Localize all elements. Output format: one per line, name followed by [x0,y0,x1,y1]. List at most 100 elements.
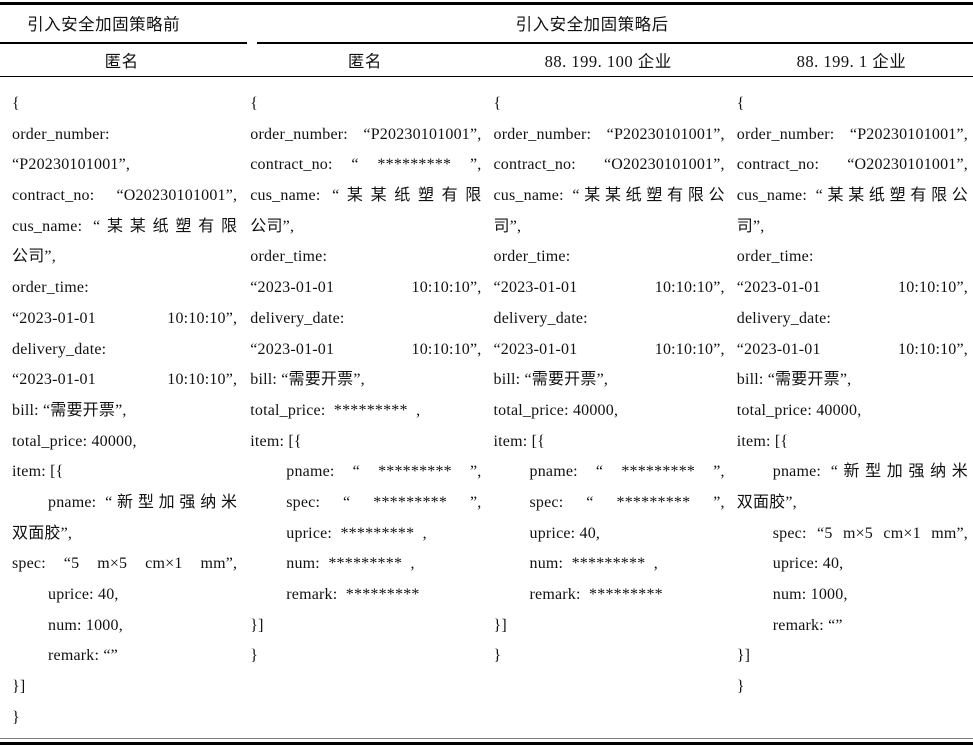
code-line: spec: “5 m×5 cm×1 mm”, [12,555,238,573]
header-subrow: 匿名 匿名 88. 199. 100 企业 88. 199. 1 企业 [0,44,973,75]
subheader-after-enterprise-88-199-1: 88. 199. 1 企业 [796,51,907,71]
code-line: bill: “需要开票”, [250,371,365,389]
code-line: }] [736,647,751,665]
code-line: 公司”, [250,217,295,235]
code-line: total_price: 40000, [493,401,619,419]
code-line: item: [{ [736,432,789,450]
header-group-before: 引入安全加固策略前 [27,15,181,34]
code-line: remark: “” [772,616,843,634]
code-column-after-enterprise-88-199-100: { order_number: “P20230101001”, contract_n… [487,89,730,672]
underline-after-segment [257,42,973,44]
code-line: “2023-01-01 10:10:10”, [736,279,968,297]
code-line: total_price: 40000, [736,401,862,419]
code-line: 公司”, [12,248,56,266]
code-line: order_number: [12,125,110,143]
code-column-after-enterprise-88-199-1: { order_number: “P20230101001”, contract_n… [730,89,973,703]
code-line: delivery_date: [250,309,345,327]
code-line: 双面胶”, [12,524,73,542]
code-line: order_number: “P20230101001”, [493,125,725,143]
code-line: cus_name: “某某纸塑有限 [12,217,238,235]
code-line: cus_name: “某某纸塑有限公 [493,187,725,205]
code-line: order_number: “P20230101001”, [736,125,968,143]
subheader-after-anonymous: 匿名 [347,51,382,71]
code-line: contract_no: “ ********* ”, [250,156,482,174]
code-line: { [12,95,20,112]
code-line: order_time: [493,248,571,266]
code-line: spec: “5 m×5 cm×1 mm”, [772,524,968,542]
code-line: “2023-01-01 10:10:10”, [250,279,482,297]
code-line: bill: “需要开票”, [493,371,609,389]
code-line: total_price: 40000, [12,432,137,450]
code-line: { [493,95,502,112]
code-line: spec: “ ********* ”, [286,493,482,511]
subheader-after-enterprise-88-199-100: 88. 199. 100 企业 [544,51,672,71]
code-line: num: 1000, [48,616,123,634]
code-column-before-anonymous: { order_number: “P20230101001”, contract_no… [0,89,243,733]
table-top-rule [0,2,973,5]
code-line: contract_no: “O20230101001”, [12,187,238,205]
code-line: pname: “新型加强纳米 [772,463,968,481]
code-line: { [736,95,745,112]
table-body: { order_number: “P20230101001”, contract_no… [0,77,973,738]
code-line: contract_no: “O20230101001”, [493,156,725,174]
code-line: remark: ********* [529,586,663,603]
subheader-before-anonymous: 匿名 [104,51,139,71]
code-line: pname: “ ********* ”, [286,463,482,481]
underline-before-segment [0,42,247,44]
code-line: item: [{ [493,432,545,450]
code-line: uprice: ********* , [286,524,427,542]
code-line: uprice: 40, [529,524,601,542]
header-group-underline [0,42,973,44]
code-line: } [736,678,745,696]
code-line: item: [{ [12,463,64,481]
code-line: spec: “ ********* ”, [529,493,725,511]
code-line: “2023-01-01 10:10:10”, [12,371,238,389]
code-line: delivery_date: [736,309,832,327]
header-group-row: 引入安全加固策略前 引入安全加固策略后 [0,6,973,40]
code-line: “2023-01-01 10:10:10”, [493,340,725,358]
code-line: }] [250,616,264,634]
code-line: item: [{ [250,432,302,450]
code-line: order_time: [250,248,328,266]
code-line: “2023-01-01 10:10:10”, [12,309,238,327]
code-line: }] [493,616,507,634]
code-line: remark: “” [48,647,118,665]
code-line: 司”, [736,217,765,235]
code-line: “2023-01-01 10:10:10”, [493,279,725,297]
code-line: order_time: [12,279,89,297]
code-line: } [493,647,502,665]
code-line: cus_name: “某某纸塑有限 [250,187,482,205]
code-line: “2023-01-01 10:10:10”, [736,340,968,358]
code-line: num: 1000, [772,586,848,603]
code-line: } [12,708,20,726]
code-line: cus_name: “某某纸塑有限公 [736,187,968,205]
code-line: uprice: 40, [48,586,119,603]
code-line: “2023-01-01 10:10:10”, [250,340,482,358]
code-line: order_time: [736,248,814,266]
code-line: delivery_date: [493,309,588,327]
header-bottom-rule [0,76,973,78]
code-line: 双面胶”, [736,493,797,511]
header-group-after: 引入安全加固策略后 [515,15,669,34]
code-line: num: ********* , [529,555,658,573]
code-line: delivery_date: [12,340,107,358]
code-line: }] [12,678,26,696]
code-line: num: ********* , [286,555,415,573]
table-bottom-thick-rule [0,741,973,745]
code-line: “P20230101001”, [12,156,131,174]
code-line: bill: “需要开票”, [12,401,127,419]
code-line: uprice: 40, [772,555,844,573]
code-line: order_number: “P20230101001”, [250,125,482,143]
code-line: remark: ********* [286,586,420,603]
code-line: { [250,95,259,112]
code-line: total_price: ********* , [250,401,421,419]
table-bottom-thin-rule [0,738,973,739]
code-line: pname: “ ********* ”, [529,463,725,481]
code-line: 司”, [493,217,522,235]
code-line: } [250,647,259,665]
code-column-after-anonymous: { order_number: “P20230101001”, contract_n… [243,89,486,672]
code-line: bill: “需要开票”, [736,371,852,389]
code-line: contract_no: “O20230101001”, [736,156,968,174]
code-line: pname: “新型加强纳米 [48,493,238,511]
